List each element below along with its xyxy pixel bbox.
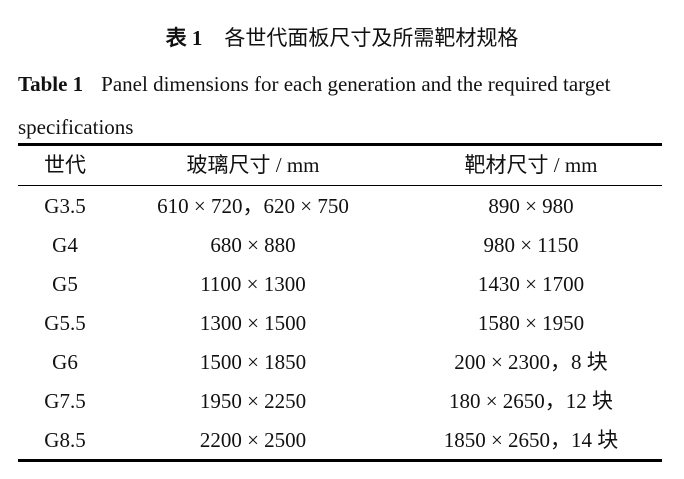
cell-generation: G8.5 <box>44 428 86 452</box>
header-generation: 世代 <box>44 153 86 177</box>
bottom-rule <box>18 459 662 462</box>
cell-glass-size: 1300 × 1500 <box>199 311 307 335</box>
cell-generation: G6 <box>52 350 78 374</box>
table-row: G6 1500 × 1850 200 × 2300，8 块 <box>18 343 662 382</box>
table-caption-chinese: 表 1 各世代面板尺寸及所需靶材规格 <box>0 22 684 52</box>
cell-target-size: 180 × 2650，12 块 <box>448 389 614 413</box>
cell-glass-size: 680 × 880 <box>210 233 296 257</box>
cell-target-size: 980 × 1150 <box>483 233 579 257</box>
top-rule <box>18 143 662 146</box>
cell-generation: G4 <box>52 233 78 257</box>
table-header: 世代 玻璃尺寸 / mm 靶材尺寸 / mm <box>18 146 662 185</box>
caption-text-cn: 各世代面板尺寸及所需靶材规格 <box>224 26 519 50</box>
cell-generation: G3.5 <box>44 194 86 218</box>
header-glass-size: 玻璃尺寸 / mm <box>186 153 320 177</box>
table-row: G7.5 1950 × 2250 180 × 2650，12 块 <box>18 382 662 421</box>
table-row: G4 680 × 880 980 × 1150 <box>18 226 662 265</box>
caption-label-en: Table 1 <box>18 72 84 96</box>
cell-target-size: 1850 × 2650，14 块 <box>443 428 619 452</box>
table-row: G5 1100 × 1300 1430 × 1700 <box>18 265 662 304</box>
cell-target-size: 890 × 980 <box>488 194 574 218</box>
cell-generation: G5.5 <box>44 311 86 335</box>
table-row: G8.5 2200 × 2500 1850 × 2650，14 块 <box>18 421 662 460</box>
cell-glass-size: 610 × 720，620 × 750 <box>157 194 349 218</box>
header-target-size: 靶材尺寸 / mm <box>464 153 598 177</box>
table-caption-english: Table 1 Panel dimensions for each generat… <box>18 63 668 149</box>
cell-glass-size: 2200 × 2500 <box>199 428 307 452</box>
caption-text-en: Panel dimensions for each generation and… <box>18 72 611 139</box>
table-row: G3.5 610 × 720，620 × 750 890 × 980 <box>18 187 662 226</box>
cell-target-size: 1430 × 1700 <box>477 272 585 296</box>
header-rule <box>18 185 662 186</box>
cell-target-size: 1580 × 1950 <box>477 311 585 335</box>
cell-glass-size: 1100 × 1300 <box>200 272 306 296</box>
caption-label-cn: 表 1 <box>165 26 203 50</box>
cell-generation: G5 <box>52 272 78 296</box>
cell-glass-size: 1950 × 2250 <box>199 389 307 413</box>
cell-glass-size: 1500 × 1850 <box>199 350 307 374</box>
cell-target-size: 200 × 2300，8 块 <box>454 350 608 374</box>
table-row: G5.5 1300 × 1500 1580 × 1950 <box>18 304 662 343</box>
cell-generation: G7.5 <box>44 389 86 413</box>
